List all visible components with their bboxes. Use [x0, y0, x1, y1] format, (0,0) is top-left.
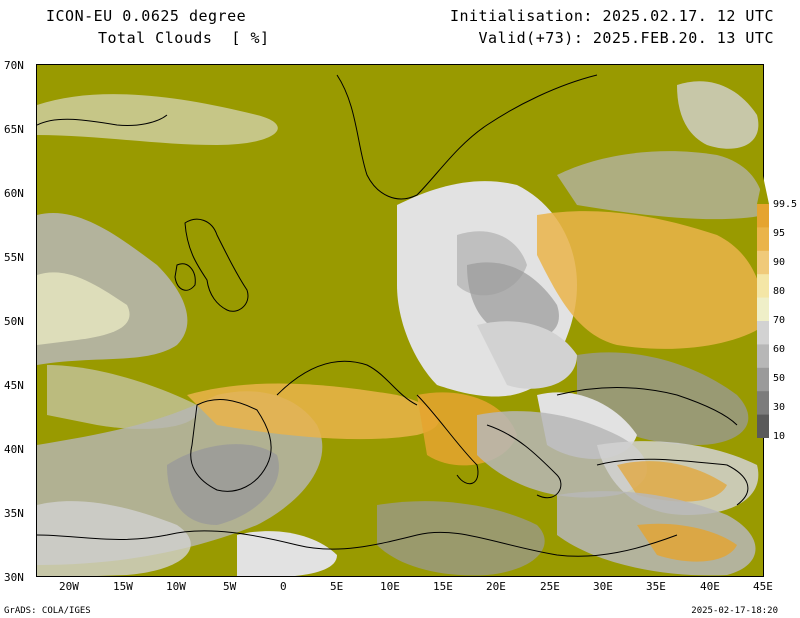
render-timestamp: 2025-02-17-18:20 — [691, 606, 778, 616]
colorbar-segment — [757, 414, 769, 438]
lat-label: 70N — [4, 59, 24, 72]
cloud-cover-map — [36, 64, 764, 577]
lon-label: 20W — [59, 580, 79, 593]
iberia-coast — [190, 399, 272, 492]
cloud-region — [617, 461, 727, 502]
lon-label: 30E — [593, 580, 613, 593]
colorbar-label: 80 — [773, 286, 786, 297]
lat-label: 55N — [4, 251, 24, 264]
turkey-coast — [596, 458, 749, 506]
lon-label: 15W — [113, 580, 133, 593]
colorbar-segment — [757, 344, 769, 369]
variable-title: Total Clouds [ %] — [98, 29, 270, 47]
lat-label: 50N — [4, 315, 24, 328]
lon-label: 20E — [486, 580, 506, 593]
colorbar-label: 30 — [773, 402, 786, 413]
grads-credit: GrADS: COLA/IGES — [4, 606, 91, 616]
scandinavia-coast — [336, 74, 598, 200]
valid-time: Valid(+73): 2025.FEB.20. 13 UTC — [478, 29, 774, 47]
cloud-region — [557, 151, 763, 220]
colorbar-segment — [757, 367, 769, 392]
lon-label: 0 — [280, 580, 287, 593]
lon-label: 35E — [646, 580, 666, 593]
italy-coast — [416, 394, 479, 485]
cloud-region — [377, 501, 545, 576]
colorbar-label: 95 — [773, 228, 786, 239]
lon-label: 5W — [223, 580, 237, 593]
lat-label: 40N — [4, 443, 24, 456]
lat-label: 30N — [4, 571, 24, 584]
colorbar-label: 50 — [773, 373, 786, 384]
colorbar-top-triangle — [757, 176, 769, 204]
north-africa-coast — [37, 530, 678, 557]
lon-label: 5E — [330, 580, 344, 593]
lon-label: 45E — [753, 580, 773, 593]
cloud-region — [537, 211, 763, 349]
cloud-region — [47, 365, 199, 429]
lon-label: 15E — [433, 580, 453, 593]
colorbar-label: 99.5 — [773, 199, 798, 210]
lat-label: 65N — [4, 123, 24, 136]
coastlines — [37, 74, 749, 557]
cloud-region — [37, 94, 278, 145]
colorbar-label: 70 — [773, 315, 786, 326]
cloud-region — [37, 272, 130, 345]
lon-label: 40E — [700, 580, 720, 593]
cloud-region — [467, 262, 559, 339]
colorbar — [757, 176, 769, 438]
lon-label: 25E — [540, 580, 560, 593]
colorbar-segment — [757, 321, 769, 345]
lon-label: 10W — [166, 580, 186, 593]
cloud-region — [477, 321, 577, 389]
cloud-region — [677, 81, 759, 149]
cloud-region — [637, 523, 737, 562]
map-canvas — [37, 65, 763, 576]
colorbar-label: 10 — [773, 431, 786, 442]
lat-label: 35N — [4, 507, 24, 520]
colorbar-segment — [757, 297, 769, 322]
model-title: ICON-EU 0.0625 degree — [46, 7, 247, 25]
black-sea-coast — [556, 387, 738, 426]
colorbar-segment — [757, 250, 769, 275]
france-coast — [276, 360, 418, 406]
ireland-coast — [174, 263, 196, 291]
colorbar-label: 60 — [773, 344, 786, 355]
lon-label: 10E — [380, 580, 400, 593]
initialisation-time: Initialisation: 2025.02.17. 12 UTC — [449, 7, 774, 25]
colorbar-segment — [757, 204, 769, 228]
cloud-region — [37, 501, 191, 576]
cloud-region — [237, 531, 337, 576]
cloud-region — [167, 444, 279, 525]
colorbar-segment — [757, 227, 769, 252]
colorbar-label: 90 — [773, 257, 786, 268]
balkan-coast — [486, 424, 562, 498]
lat-label: 45N — [4, 379, 24, 392]
colorbar-segment — [757, 391, 769, 416]
colorbar-segment — [757, 274, 769, 299]
great-britain-coast — [184, 218, 249, 312]
lat-label: 60N — [4, 187, 24, 200]
iceland-coast — [37, 114, 168, 126]
cloud-region — [187, 383, 439, 440]
cloud-region — [477, 411, 647, 498]
